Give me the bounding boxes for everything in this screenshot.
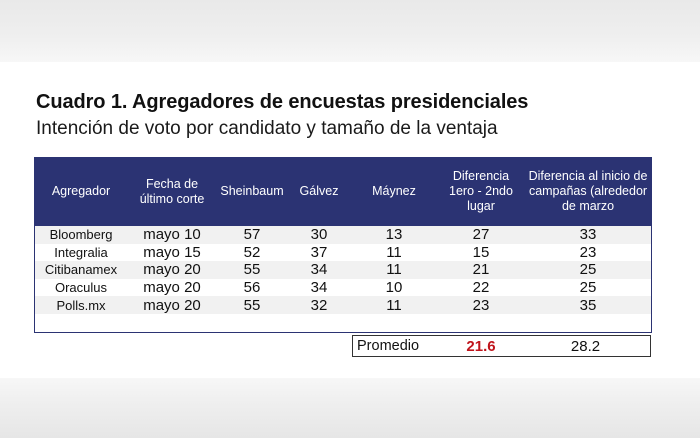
top-background-band [0,0,700,62]
average-diff-start: 28.2 [570,337,601,355]
table-subtitle: Intención de voto por candidato y tamaño… [36,118,498,139]
cell-diferencia-inicio: 33 [524,226,652,244]
cell-agregador: Citibanamex [34,261,128,279]
cell-sheinbaum: 55 [216,296,288,314]
header-diferencia-lugar: Diferencia 1ero - 2ndo lugar [438,157,524,226]
cell-fecha: mayo 10 [128,226,216,244]
cell-diferencia-lugar: 27 [438,226,524,244]
cell-maynez: 11 [350,243,438,262]
table-row: Citibanamex mayo 20 55 34 11 21 25 [34,261,652,279]
cell-maynez: 11 [350,261,438,279]
cell-agregador: Polls.mx [34,296,128,314]
cell-diferencia-inicio: 25 [524,261,652,279]
cell-fecha: mayo 20 [128,261,216,279]
cell-diferencia-lugar: 23 [438,296,524,314]
header-row: Agregador Fecha de último corte Sheinbau… [34,157,652,226]
cell-diferencia-inicio: 35 [524,296,652,314]
table-row: Polls.mx mayo 20 55 32 11 23 35 [34,296,652,314]
cell-fecha: mayo 20 [128,278,216,297]
header-galvez: Gálvez [288,157,350,226]
bottom-background-band [0,378,700,438]
cell-diferencia-lugar: 15 [438,243,524,262]
average-summary-row: Promedio 21.6 28.2 [352,335,651,357]
cell-maynez: 11 [350,296,438,314]
cell-maynez: 10 [350,278,438,297]
table-row: Bloomberg mayo 10 57 30 13 27 33 [34,226,652,244]
cell-fecha: mayo 20 [128,296,216,314]
average-diff-lead: 21.6 [466,337,496,355]
average-label: Promedio [357,338,420,354]
header-fecha: Fecha de último corte [128,157,216,226]
cell-galvez: 34 [288,278,350,297]
cell-diferencia-lugar: 21 [438,261,524,279]
table-row: Integralia mayo 15 52 37 11 15 23 [34,243,652,262]
table-title: Cuadro 1. Agregadores de encuestas presi… [36,91,529,113]
cell-maynez: 13 [350,226,438,244]
header-agregador: Agregador [34,157,128,226]
cell-sheinbaum: 57 [216,226,288,244]
cell-sheinbaum: 52 [216,243,288,262]
poll-aggregators-table: Agregador Fecha de último corte Sheinbau… [34,157,652,314]
cell-sheinbaum: 56 [216,278,288,297]
cell-sheinbaum: 55 [216,261,288,279]
cell-galvez: 32 [288,296,350,314]
cell-agregador: Integralia [34,243,128,262]
cell-diferencia-inicio: 23 [524,243,652,262]
cell-diferencia-lugar: 22 [438,278,524,297]
cell-fecha: mayo 15 [128,243,216,262]
table-row: Oraculus mayo 20 56 34 10 22 25 [34,278,652,297]
header-diferencia-inicio: Diferencia al inicio de campañas (alrede… [524,157,652,226]
cell-agregador: Bloomberg [34,226,128,244]
header-sheinbaum: Sheinbaum [216,157,288,226]
cell-galvez: 30 [288,226,350,244]
cell-diferencia-inicio: 25 [524,278,652,297]
cell-galvez: 34 [288,261,350,279]
cell-agregador: Oraculus [34,278,128,297]
header-maynez: Máynez [350,157,438,226]
cell-galvez: 37 [288,243,350,262]
